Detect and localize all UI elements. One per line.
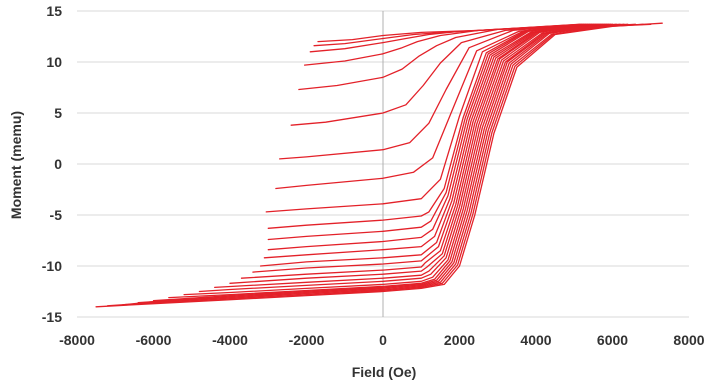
series-line-4 [154, 24, 628, 300]
y-tick-label: 5 [54, 105, 62, 121]
gridlines [77, 11, 689, 317]
x-tick-label: 4000 [520, 332, 551, 348]
series-line-13 [264, 24, 603, 257]
x-tick-label: -6000 [136, 332, 172, 348]
x-tick-label: 6000 [597, 332, 628, 348]
y-tick-label: 15 [46, 3, 62, 19]
series-layer [96, 23, 662, 307]
series-line-16 [268, 24, 597, 228]
y-tick-label: -5 [50, 207, 63, 223]
x-tick-label: -8000 [59, 332, 95, 348]
y-axis-title: Moment (memu) [8, 111, 24, 219]
series-line-14 [268, 24, 601, 249]
x-axis-title: Field (Oe) [352, 364, 417, 380]
series-line-8 [215, 24, 613, 287]
series-line-9 [230, 24, 611, 283]
x-tick-label: -4000 [212, 332, 248, 348]
y-tick-labels: -15 -10 -5 0 5 10 15 [42, 3, 62, 325]
y-tick-label: -15 [42, 309, 62, 325]
series-line-6 [184, 24, 620, 294]
x-tick-label: -2000 [289, 332, 325, 348]
y-tick-label: 0 [54, 156, 62, 172]
x-tick-labels: -8000 -6000 -4000 -2000 0 2000 4000 6000 8000 [59, 332, 705, 348]
y-tick-label: 10 [46, 54, 62, 70]
x-tick-label: 2000 [444, 332, 475, 348]
y-tick-label: -10 [42, 258, 62, 274]
series-line-11 [253, 24, 607, 272]
x-tick-label: 0 [379, 332, 387, 348]
x-tick-label: 8000 [673, 332, 704, 348]
series-line-15 [268, 24, 599, 239]
